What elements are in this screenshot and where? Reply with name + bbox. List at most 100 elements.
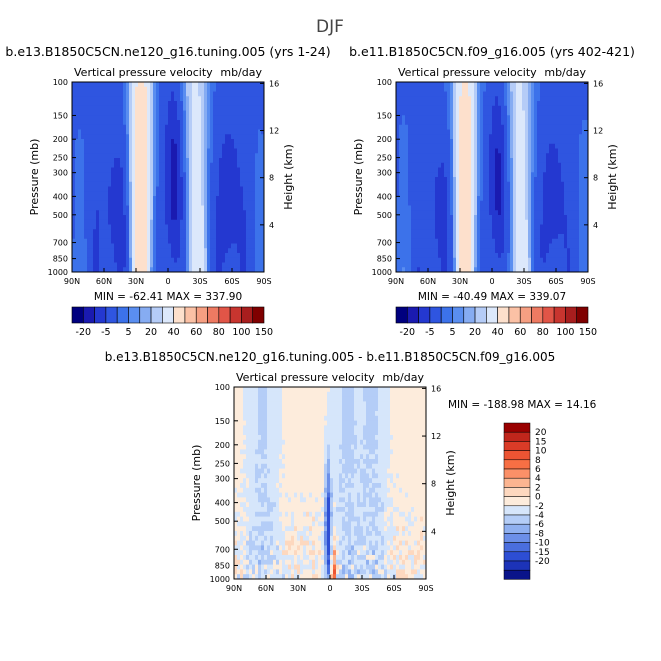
field-cell [72,91,76,97]
field-cell [243,101,247,107]
field-cell [207,86,211,92]
field-cell [129,124,133,130]
field-cell [96,200,100,206]
field-cell [402,181,406,187]
field-cell [84,91,88,97]
field-cell [522,248,526,254]
field-cell [261,229,265,235]
field-cell [441,148,445,154]
field-cell [177,210,181,216]
field-cell [192,248,196,254]
field-cell [243,115,247,121]
field-cell [459,186,463,192]
field-cell [144,101,148,107]
field-cell [480,167,484,173]
field-cell [87,243,91,249]
field-cell [462,229,466,235]
field-cell [177,181,181,187]
field-cell [561,110,565,116]
field-cell [489,229,493,235]
field-cell [225,86,229,92]
field-cell [516,215,520,221]
field-cell [465,134,469,140]
field-cell [108,267,112,273]
field-cell [432,267,436,273]
field-cell [171,219,175,225]
field-cell [477,267,481,273]
field-cell [561,262,565,268]
field-cell [570,115,574,121]
field-cell [540,248,544,254]
field-cell [78,253,82,259]
field-cell [450,219,454,225]
field-cell [135,224,139,230]
field-cell [447,234,451,240]
field-cell [246,139,250,145]
field-cell [96,134,100,140]
field-cell [510,86,514,92]
field-cell [504,105,508,111]
field-cell [426,210,430,216]
field-cell [423,105,427,111]
field-cell [138,110,142,116]
field-cell [153,101,157,107]
field-cell [510,110,514,116]
field-cell [474,205,478,211]
field-cell [429,229,433,235]
field-cell [558,96,562,102]
field-cell [141,129,145,135]
field-cell [534,205,538,211]
field-cell [414,139,418,145]
field-cell [138,267,142,273]
field-cell [177,229,181,235]
field-cell [240,96,244,102]
field-cell [240,257,244,263]
field-cell [423,177,427,183]
field-cell [114,134,118,140]
field-cell [528,200,532,206]
field-cell [417,215,421,221]
field-cell [108,139,112,145]
field-cell [510,210,514,216]
field-cell [555,181,559,187]
field-cell [447,86,451,92]
field-cell [108,86,112,92]
field-cell [99,143,103,149]
field-cell [519,181,523,187]
field-cell [471,101,475,107]
field-cell [477,82,481,88]
field-cell [447,186,451,192]
field-cell [519,210,523,216]
field-cell [72,262,76,268]
field-cell [483,158,487,164]
field-cell [192,262,196,268]
field-cell [534,186,538,192]
field-cell [171,238,175,244]
field-cell [141,243,145,249]
field-cell [129,177,133,183]
field-cell [498,253,502,259]
field-cell [102,110,106,116]
field-cell [516,224,520,230]
field-cell [507,181,511,187]
field-cell [204,205,208,211]
field-cell [489,115,493,121]
field-cell [519,124,523,130]
field-cell [153,115,157,121]
field-cell [477,115,481,121]
field-cell [228,96,232,102]
field-cell [246,124,250,130]
field-cell [249,96,253,102]
field-cell [108,224,112,230]
field-cell [507,105,511,111]
field-cell [450,139,454,145]
field-cell [522,253,526,259]
field-cell [210,105,214,111]
field-cell [549,181,553,187]
field-cell [417,267,421,273]
field-cell [474,105,478,111]
field-cell [198,110,202,116]
field-cell [429,101,433,107]
field-cell [114,186,118,192]
field-cell [249,162,253,168]
